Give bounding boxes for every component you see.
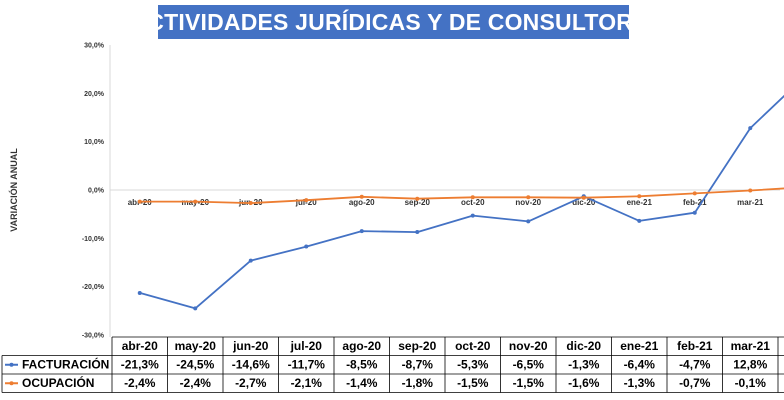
data-point	[637, 218, 642, 223]
data-point	[304, 198, 309, 203]
data-label: -21,3%	[121, 358, 159, 372]
table-header-cell: jun-20	[232, 339, 269, 353]
data-point	[748, 126, 753, 131]
legend-label: FACTURACIÓN	[22, 357, 109, 372]
data-point	[137, 199, 142, 204]
data-label: -1,5%	[513, 376, 545, 390]
data-point	[581, 195, 586, 200]
table-header-cell: sep-20	[398, 339, 436, 353]
data-point	[193, 199, 198, 204]
data-label: -1,6%	[568, 376, 600, 390]
data-point	[470, 195, 475, 200]
data-label: -6,5%	[513, 358, 545, 372]
data-label: -2,4%	[180, 376, 212, 390]
data-point	[359, 229, 364, 234]
x-tick-label: jul-20	[295, 198, 317, 207]
x-tick-label: ene-21	[627, 198, 653, 207]
table-header-cell: ene-21	[620, 339, 658, 353]
data-label: -2,1%	[291, 376, 323, 390]
data-point	[248, 201, 253, 206]
data-label: 12,8%	[733, 358, 767, 372]
data-point	[415, 230, 420, 235]
x-tick-label: oct-20	[461, 198, 485, 207]
y-tick-label: 20,0%	[84, 91, 105, 98]
data-point	[415, 196, 420, 201]
x-tick-label: ago-20	[349, 198, 375, 207]
data-point	[692, 210, 697, 215]
y-tick-label: -10,0%	[82, 236, 105, 243]
x-tick-label: mar-21	[737, 198, 764, 207]
data-label: -14,6%	[232, 358, 270, 372]
table-header-cell: ago-20	[342, 339, 381, 353]
data-label: -0,1%	[735, 376, 767, 390]
x-tick-label: feb-21	[683, 198, 707, 207]
legend-key-marker	[9, 381, 14, 386]
y-axis-title: VARIACIÓN ANUAL	[8, 148, 19, 232]
data-label: -0,7%	[679, 376, 711, 390]
table-header-cell: jul-20	[290, 339, 323, 353]
data-label: -4,7%	[679, 358, 711, 372]
data-label: -24,5%	[176, 358, 214, 372]
data-label: -1,3%	[568, 358, 600, 372]
data-point	[248, 258, 253, 263]
y-tick-label: 0,0%	[88, 188, 105, 195]
data-label: -1,5%	[457, 376, 489, 390]
data-label: -2,4%	[124, 376, 156, 390]
data-point	[748, 188, 753, 193]
data-label: -8,5%	[346, 358, 378, 372]
y-tick-label: 30,0%	[84, 43, 105, 50]
data-label: -5,3%	[457, 358, 489, 372]
y-tick-label: 10,0%	[84, 139, 105, 146]
series-line-facturacion	[139, 94, 784, 310]
table-header-cell: oct-20	[455, 339, 491, 353]
data-point	[137, 290, 142, 295]
data-point	[637, 194, 642, 199]
data-label: -1,8%	[402, 376, 434, 390]
legend-label: OCUPACIÓN	[22, 375, 94, 390]
data-point	[526, 195, 531, 200]
x-tick-label: dic-20	[572, 198, 596, 207]
x-tick-label: nov-20	[515, 198, 541, 207]
table-header-cell: mar-21	[731, 339, 771, 353]
data-label: -1,3%	[624, 376, 656, 390]
table-header-cell: may-20	[175, 339, 217, 353]
table-header-cell: feb-21	[677, 339, 713, 353]
chart-title: ACTIVIDADES JURÍDICAS Y DE CONSULTORÍA	[130, 5, 656, 39]
data-label: -6,4%	[624, 358, 656, 372]
data-label: -8,7%	[402, 358, 434, 372]
data-point	[193, 306, 198, 311]
data-point	[304, 244, 309, 249]
x-tick-label: sep-20	[405, 198, 431, 207]
data-point	[359, 194, 364, 199]
data-point	[692, 191, 697, 196]
data-label: -1,4%	[346, 376, 378, 390]
legend-key-marker	[9, 362, 14, 367]
data-label: -2,7%	[235, 376, 267, 390]
data-point	[470, 213, 475, 218]
table-header-cell: nov-20	[509, 339, 548, 353]
y-tick-label: -20,0%	[82, 284, 105, 291]
data-point	[526, 219, 531, 224]
table-header-cell: abr-20	[122, 339, 158, 353]
data-label: -11,7%	[288, 358, 326, 372]
y-tick-label: -30,0%	[82, 333, 105, 340]
table-header-cell: dic-20	[566, 339, 601, 353]
